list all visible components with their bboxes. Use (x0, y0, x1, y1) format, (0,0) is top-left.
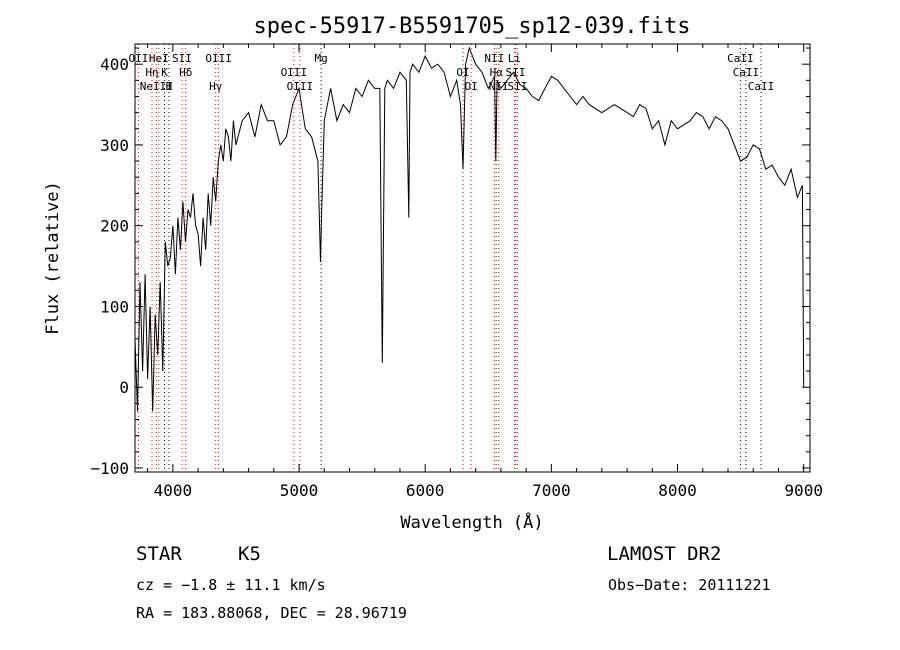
line-label: NII (489, 80, 509, 93)
line-label: HeI (149, 52, 169, 65)
chart-title: spec-55917-B5591705_sp12-039.fits (253, 14, 690, 39)
line-label: OI (456, 66, 469, 79)
x-axis-label: Wavelength (Å) (400, 511, 543, 533)
line-label: Hα (490, 66, 504, 79)
x-tick-label: 6000 (406, 481, 445, 500)
observation-date: Obs−Date: 20111221 (608, 576, 771, 594)
object-subclass: K5 (238, 543, 261, 565)
line-label: SII (507, 80, 527, 93)
x-tick-label: 8000 (658, 481, 697, 500)
axis-tick-labels: 4000 5000 6000 7000 8000 9000 −100 0 100 200 300 40… (90, 55, 822, 500)
y-tick-label: −100 (90, 459, 129, 478)
line-label: OIII (281, 66, 308, 79)
spectral-line-markers (137, 44, 762, 472)
line-label: OII (128, 52, 148, 65)
line-label: SII (172, 52, 192, 65)
line-label: Hγ (209, 80, 223, 93)
line-label: NII (484, 52, 504, 65)
coordinates: RA = 183.88068, DEC = 28.96719 (136, 604, 407, 622)
line-label: Hδ (179, 66, 192, 79)
line-label: Mg (314, 52, 327, 65)
x-tick-label: 7000 (532, 481, 571, 500)
y-tick-label: 300 (100, 136, 129, 155)
x-tick-label: 9000 (784, 481, 823, 500)
x-tick-label: 4000 (154, 481, 193, 500)
line-label: H (166, 80, 173, 93)
y-tick-label: 400 (100, 55, 129, 74)
line-label: OI (464, 80, 477, 93)
line-label: OIII (287, 80, 314, 93)
line-label: CaII (733, 66, 760, 79)
object-class: STAR (136, 543, 182, 565)
line-label: Li (508, 52, 521, 65)
line-label: CaII (748, 80, 775, 93)
y-tick-label: 0 (119, 378, 129, 397)
survey-name: LAMOST DR2 (607, 543, 722, 565)
redshift-velocity: cz = −1.8 ± 11.1 km/s (136, 576, 326, 594)
x-tick-label: 5000 (280, 481, 319, 500)
axis-ticks (135, 44, 810, 472)
spectral-line-labels: OIIHηNeIIIHeIKHSIIHδHγOIIIOIIIOIIIMgOIOI… (128, 52, 774, 93)
y-tick-label: 200 (100, 217, 129, 236)
y-axis-label: Flux (relative) (43, 181, 63, 335)
line-label: Hη (145, 66, 158, 79)
y-tick-label: 100 (100, 297, 129, 316)
line-label: OIII (205, 52, 232, 65)
plot-frame (134, 43, 811, 473)
line-label: CaII (727, 52, 754, 65)
line-label: NeIII (140, 80, 173, 93)
spectrum-series-line (134, 46, 805, 412)
line-label: K (161, 66, 168, 79)
